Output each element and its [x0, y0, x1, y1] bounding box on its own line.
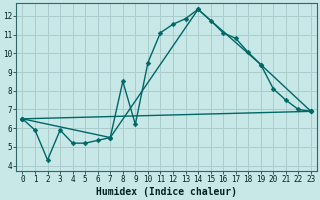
X-axis label: Humidex (Indice chaleur): Humidex (Indice chaleur) [96, 187, 237, 197]
